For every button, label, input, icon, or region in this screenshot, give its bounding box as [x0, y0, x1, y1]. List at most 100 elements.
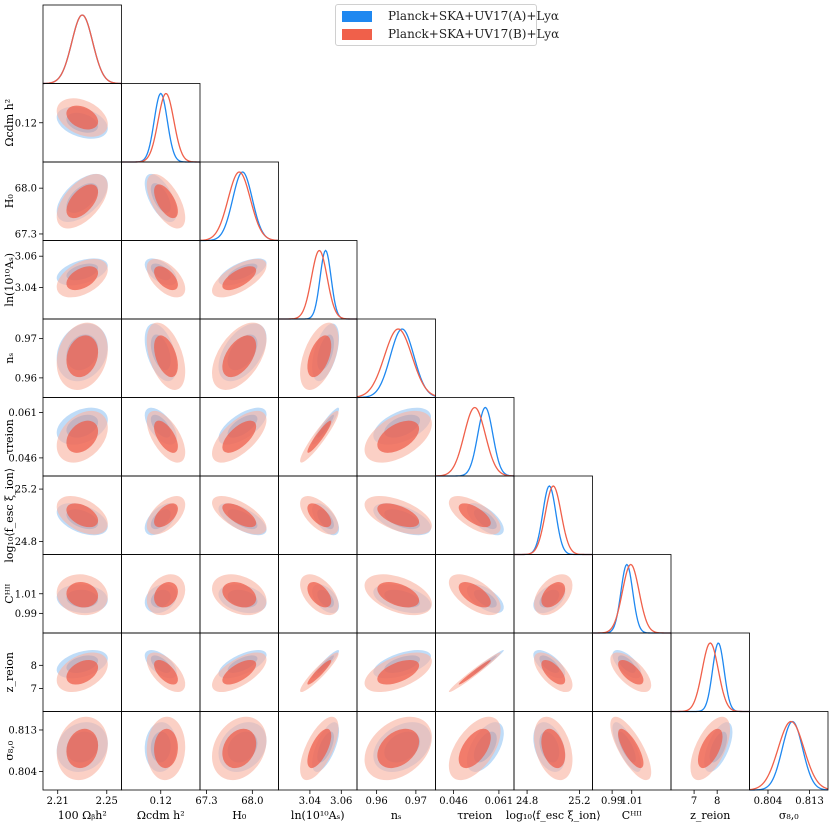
- contour-9-5-s1-inner: [458, 728, 491, 769]
- yaxis-label-8: z_reion: [3, 652, 16, 692]
- panel-6-5: [435, 475, 515, 555]
- contour-9-1-s1-inner: [154, 728, 178, 769]
- yaxis-label-3: ln(10¹⁰Aₛ): [3, 253, 16, 307]
- contour-8-7-s1-inner: [618, 659, 644, 685]
- xaxis-label-3: ln(10¹⁰Aₛ): [291, 809, 345, 822]
- xtick-label-3-0: 3.04: [299, 796, 321, 807]
- panel-4-0: [42, 318, 122, 398]
- panel-2-0: [42, 161, 122, 241]
- contour-9-6-s1-inner: [541, 728, 566, 769]
- diag-frame-5: [435, 397, 515, 477]
- contour-7-6-s1-inner: [541, 582, 566, 608]
- panel-frame-9-8: [670, 711, 750, 791]
- xaxis-label-9: σ₈,₀: [779, 809, 799, 822]
- contour-5-3-s1-inner: [307, 420, 332, 453]
- xtick-label-5-1: 0.061: [485, 796, 514, 807]
- panel-6-3: [278, 475, 358, 555]
- diag-frame-6: [513, 475, 593, 555]
- marginal-curve-2-0: [200, 171, 279, 242]
- panel-8-0: [42, 632, 122, 712]
- panel-9-7: [592, 711, 672, 791]
- contour-6-0-s1-inner: [66, 503, 99, 528]
- marginal-curve-4-1: [356, 328, 436, 398]
- xaxis-label-0: 100 Ωᵦh²: [58, 809, 107, 822]
- marginal-curve-4-0: [356, 328, 436, 399]
- xtick-label-8-0: 7: [691, 796, 697, 807]
- contour-3-2-s1-inner: [222, 266, 257, 291]
- panel-7-6: [513, 554, 593, 634]
- diag-frame-8: [670, 632, 750, 712]
- ytick-label-6-0: 24.8: [15, 537, 37, 548]
- yaxis-label-2: H₀: [3, 194, 16, 209]
- ytick-label-2-1: 68.0: [15, 184, 37, 195]
- contour-8-3-s1-inner: [307, 659, 332, 685]
- panel-9-0: [42, 711, 122, 791]
- panel-8-2: [199, 632, 279, 712]
- marginal-curve-3-1: [278, 249, 357, 320]
- panel-9-3: [278, 711, 358, 791]
- contour-7-2-s1-inner: [222, 582, 257, 608]
- contour-9-4-s1-inner: [377, 728, 420, 769]
- panel-5-2: [199, 397, 279, 477]
- yaxis-label-5: τreion: [3, 419, 16, 454]
- panel-4-2: [199, 318, 279, 398]
- panel-7-2: [199, 554, 279, 634]
- ytick-label-9-0: 0.804: [8, 767, 37, 778]
- diag-frame-1: [121, 83, 201, 163]
- panel-8-6: [513, 632, 593, 712]
- panel-6-2: [199, 475, 279, 555]
- panel-6-4: [356, 475, 436, 555]
- panel-9-4: [356, 711, 436, 791]
- xaxis-label-4: nₛ: [391, 809, 402, 822]
- panel-5-3: [278, 397, 358, 477]
- xtick-label-0-0: 2.21: [47, 796, 69, 807]
- xtick-label-3-1: 3.06: [330, 796, 352, 807]
- xaxis-label-6: log₁₀⟨f_esc ξ_ion⟩: [506, 809, 601, 822]
- ytick-label-5-1: 0.061: [8, 408, 37, 419]
- xtick-label-6-1: 25.2: [568, 796, 590, 807]
- diag-panel-4: [356, 318, 436, 399]
- contour-9-2-s1-inner: [222, 728, 257, 769]
- panel-9-2: [199, 711, 279, 791]
- contour-6-2-s1-inner: [222, 503, 257, 528]
- xtick-label-9-0: 0.804: [754, 796, 783, 807]
- panel-7-1: [121, 554, 201, 634]
- contour-5-0-s1-inner: [66, 420, 99, 453]
- contour-3-0-s1-inner: [66, 266, 99, 291]
- panel-3-2: [199, 240, 279, 320]
- diag-panel-5: [435, 397, 515, 477]
- panel-4-1: [121, 318, 201, 398]
- contour-7-0-s1-inner: [66, 582, 99, 608]
- panel-5-0: [42, 397, 122, 477]
- xtick-label-2-0: 67.3: [195, 796, 217, 807]
- xtick-label-7-0: 0.99: [601, 796, 623, 807]
- marginal-curve-0-1: [42, 14, 122, 85]
- contour-7-5-s1-inner: [458, 582, 491, 608]
- ytick-label-7-0: 0.99: [15, 609, 37, 620]
- legend: Planck+SKA+UV17(A)+Lyα Planck+SKA+UV17(B…: [335, 4, 559, 46]
- yaxis-label-4: nₛ: [3, 353, 16, 364]
- diag-panel-6: [513, 475, 593, 556]
- marginal-curve-5-1: [435, 406, 515, 477]
- yaxis-label-1: Ωcdm h²: [3, 99, 16, 147]
- xtick-label-4-0: 0.96: [365, 796, 387, 807]
- diag-panel-0: [42, 4, 122, 85]
- yaxis-label-6: log₁₀⟨f_esc ξ_ion⟩: [3, 468, 16, 563]
- contour-6-4-s1-inner: [377, 503, 420, 528]
- contour-9-7-s1-inner: [618, 728, 644, 769]
- marginal-curve-9-1: [749, 720, 829, 791]
- xaxis-label-2: H₀: [232, 809, 247, 822]
- ytick-label-3-0: 3.04: [15, 283, 37, 294]
- contour-4-3-s1-inner: [307, 335, 332, 378]
- panel-9-5: [435, 711, 515, 791]
- marginal-curve-5-0: [435, 406, 515, 477]
- xtick-label-9-1: 0.813: [795, 796, 824, 807]
- ytick-label-6-1: 25.2: [15, 485, 37, 496]
- contour-6-3-s1-inner: [307, 503, 332, 528]
- marginal-curve-0-0: [42, 14, 122, 85]
- ytick-label-4-1: 0.97: [15, 334, 37, 345]
- ytick-label-7-1: 1.01: [15, 589, 37, 600]
- panel-1-0: [42, 83, 122, 163]
- ytick-label-8-1: 8: [31, 661, 37, 672]
